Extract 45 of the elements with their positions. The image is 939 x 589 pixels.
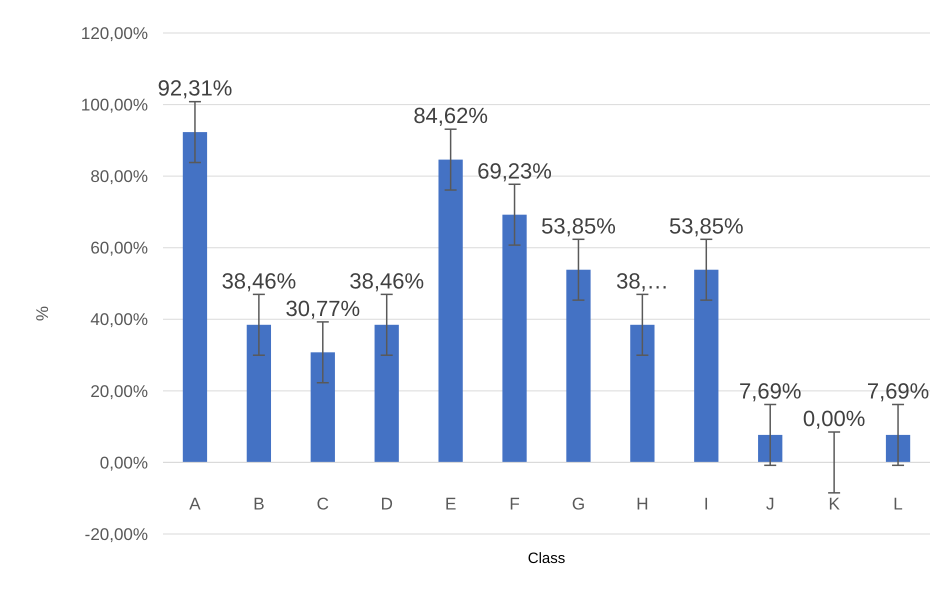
x-tick-label: G: [572, 494, 586, 514]
bar: [630, 324, 655, 462]
bar: [438, 160, 463, 462]
x-tick-label: L: [893, 494, 903, 514]
bar: [886, 434, 910, 462]
x-tick-label: E: [444, 494, 456, 514]
data-label: 69,23%: [477, 158, 552, 184]
x-axis-title: Class: [528, 550, 566, 567]
x-tick-label: A: [189, 494, 202, 514]
bar: [502, 214, 527, 462]
bar: [374, 324, 399, 462]
bar: [182, 132, 208, 462]
data-label: 0,00%: [802, 406, 866, 432]
y-tick-label: 60,00%: [90, 238, 148, 258]
y-tick-label: 40,00%: [90, 310, 148, 330]
y-tick-label: 100,00%: [80, 96, 148, 115]
data-label: 84,62%: [413, 103, 488, 128]
data-label: 38,…: [616, 268, 669, 294]
data-label: 53,85%: [668, 213, 744, 238]
x-tick-label: H: [636, 494, 649, 514]
data-label: 53,85%: [541, 213, 616, 238]
x-tick-label: J: [766, 494, 774, 514]
x-tick-label: D: [380, 494, 393, 514]
bar: [310, 352, 335, 462]
x-tick-label: C: [316, 494, 329, 514]
data-label: 38,46%: [349, 268, 424, 294]
y-tick-label: 120,00%: [80, 24, 148, 43]
x-tick-label: B: [253, 494, 265, 514]
bar: [566, 270, 591, 462]
bar: [758, 434, 782, 462]
y-tick-label: 0,00%: [100, 453, 148, 472]
x-tick-label: F: [509, 494, 520, 514]
bar: [694, 270, 718, 462]
x-tick-label: I: [704, 494, 709, 514]
y-tick-label: -20,00%: [84, 524, 148, 544]
y-tick-label: 20,00%: [90, 382, 148, 401]
y-axis-title: %: [33, 306, 52, 322]
data-label: 7,69%: [739, 378, 802, 404]
x-tick-label: K: [828, 494, 840, 514]
data-label: 92,31%: [158, 76, 232, 101]
y-tick-label: 80,00%: [90, 167, 148, 186]
data-label: 30,77%: [285, 296, 360, 321]
data-label: 38,46%: [222, 268, 296, 294]
bar: [246, 324, 272, 462]
data-label: 7,69%: [866, 378, 930, 404]
